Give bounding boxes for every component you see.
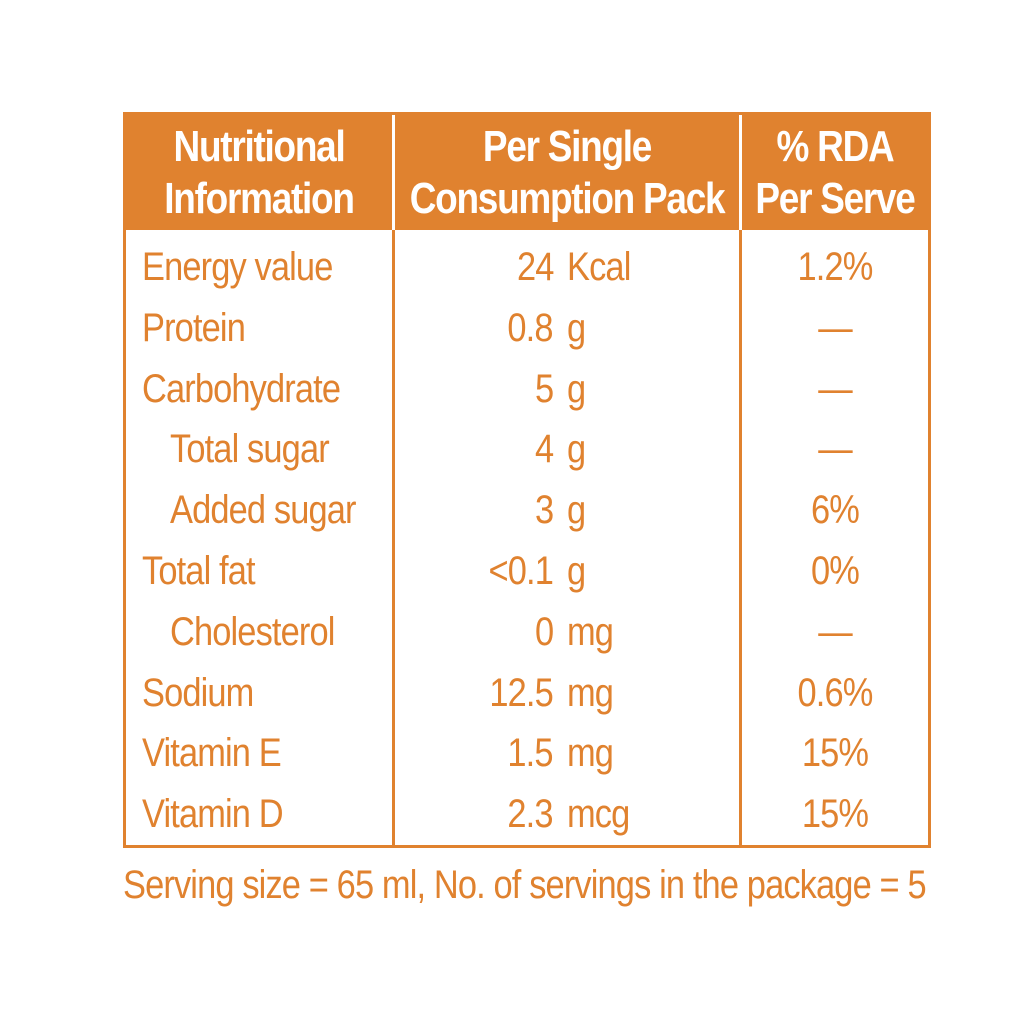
nutrient-name: Sodium: [142, 670, 254, 715]
nutrient-unit: mg: [567, 670, 614, 715]
column-divider: [739, 115, 742, 845]
header-line: Per Single: [482, 121, 652, 171]
nutrient-amount: 0: [534, 609, 554, 654]
table-body: Energy value 24 Kcal 1.2% Protein 0.8 g …: [126, 237, 928, 845]
nutrient-amount: 24: [516, 245, 553, 289]
table-row: Vitamin E 1.5 mg 15%: [126, 723, 928, 784]
nutrient-amount: 2.3: [507, 792, 554, 837]
nutrient-rda: —: [818, 609, 852, 654]
nutrient-name: Vitamin D: [142, 792, 284, 837]
nutrient-name: Carbohydrate: [142, 366, 341, 411]
table-row: Energy value 24 Kcal 1.2%: [126, 237, 928, 298]
nutrient-amount: 0.8: [507, 305, 554, 350]
header-nutritional-information: Nutritional Information: [147, 115, 370, 230]
header-per-single-pack: Per Single Consumption Pack: [410, 115, 726, 230]
nutrient-unit: g: [567, 548, 586, 593]
nutrition-table: Nutritional Information Per Single Consu…: [123, 112, 931, 848]
nutrient-amount: 12.5: [489, 670, 553, 715]
nutrient-name: Protein: [142, 305, 246, 350]
nutrient-rda: —: [818, 366, 852, 411]
table-row: Total fat <0.1 g 0%: [126, 541, 928, 602]
nutrient-unit: mcg: [567, 792, 630, 837]
nutrient-name: Vitamin E: [142, 731, 282, 776]
nutrient-name: Cholesterol: [170, 609, 335, 654]
column-divider: [392, 115, 395, 845]
nutrient-rda: 15%: [801, 792, 869, 837]
nutrient-unit: mg: [567, 609, 614, 654]
header-line: Nutritional: [173, 121, 346, 171]
nutrient-name: Total fat: [142, 548, 256, 593]
nutrient-rda: —: [818, 305, 852, 350]
nutrient-rda: 0%: [811, 548, 860, 593]
nutrient-rda: —: [818, 427, 852, 472]
nutrient-rda: 1.2%: [797, 245, 874, 289]
table-row: Vitamin D 2.3 mcg 15%: [126, 784, 928, 845]
nutrient-rda: 6%: [811, 488, 860, 533]
nutrient-amount: 5: [534, 366, 554, 411]
nutrient-unit: Kcal: [567, 245, 631, 289]
nutrient-rda: 15%: [801, 731, 869, 776]
nutrient-unit: g: [567, 366, 586, 411]
nutrient-amount: 3: [534, 488, 554, 533]
table-row: Total sugar 4 g —: [126, 419, 928, 480]
serving-size-note: Serving size = 65 ml, No. of servings in…: [123, 863, 927, 907]
nutrient-name: Total sugar: [170, 427, 330, 472]
header-line: Information: [164, 173, 355, 223]
nutrient-unit: mg: [567, 731, 614, 776]
table-row: Protein 0.8 g —: [126, 298, 928, 359]
table-row: Carbohydrate 5 g —: [126, 359, 928, 420]
header-line: Consumption Pack: [409, 173, 726, 223]
table-row: Added sugar 3 g 6%: [126, 480, 928, 541]
table-header: Nutritional Information Per Single Consu…: [126, 115, 928, 230]
nutrient-amount: <0.1: [488, 548, 554, 593]
header-line: Per Serve: [755, 173, 915, 223]
nutrient-amount: 1.5: [507, 731, 554, 776]
table-row: Cholesterol 0 mg —: [126, 602, 928, 663]
header-rda-per-serve: % RDA Per Serve: [755, 115, 915, 230]
nutrient-unit: g: [567, 305, 586, 350]
nutrient-unit: g: [567, 427, 586, 472]
nutrient-unit: g: [567, 488, 586, 533]
nutrient-name: Energy value: [142, 245, 333, 289]
nutrient-name: Added sugar: [170, 488, 356, 533]
table-row: Sodium 12.5 mg 0.6%: [126, 663, 928, 724]
nutrient-amount: 4: [534, 427, 554, 472]
header-line: % RDA: [776, 121, 895, 171]
nutrient-rda: 0.6%: [797, 670, 874, 715]
